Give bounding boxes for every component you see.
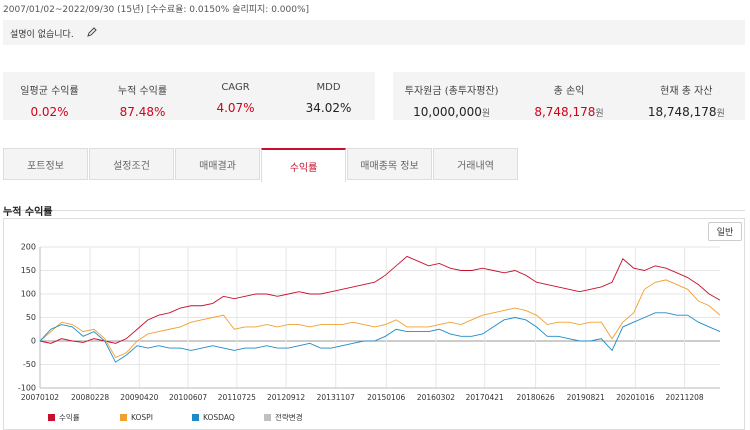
stat-label: 총 손익 bbox=[553, 86, 585, 97]
tab[interactable]: 수익률 bbox=[261, 148, 346, 182]
y-tick-label: -100 bbox=[18, 384, 36, 393]
legend-label: KOSDAQ bbox=[203, 413, 235, 422]
x-tick-label: 20100607 bbox=[169, 393, 207, 402]
tab[interactable]: 포트정보 bbox=[3, 148, 88, 180]
stat-label: 누적 수익률 bbox=[117, 86, 168, 97]
stat: 일평균 수익률 0.02% bbox=[3, 82, 96, 119]
x-tick-label: 20120912 bbox=[267, 393, 305, 402]
y-tick-label: -50 bbox=[23, 360, 36, 369]
x-tick-label: 20201016 bbox=[616, 393, 654, 402]
edit-icon[interactable] bbox=[87, 27, 97, 37]
y-tick-label: 0 bbox=[31, 337, 36, 346]
stat-unit: 원 bbox=[716, 109, 725, 119]
tab[interactable]: 거래내역 bbox=[433, 148, 518, 180]
stat-value-row: 0.02% bbox=[3, 105, 96, 119]
x-tick-label: 20160302 bbox=[417, 393, 455, 402]
stat: CAGR 4.07% bbox=[189, 82, 282, 115]
period: 2007/01/02~2022/09/30 (15년) [수수료율: 0.015… bbox=[3, 5, 310, 15]
stat-value-row: 18,748,178원 bbox=[628, 105, 745, 119]
tab[interactable]: 매매종목 정보 bbox=[347, 148, 432, 180]
y-tick-label: 50 bbox=[26, 313, 36, 322]
legend-swatch bbox=[48, 414, 55, 421]
stat-value-row: 4.07% bbox=[189, 101, 282, 115]
stat-value: 0.02% bbox=[30, 105, 69, 119]
x-tick-label: 20180626 bbox=[517, 393, 555, 402]
description: 설명이 없습니다. bbox=[10, 30, 74, 40]
chart: -100 -50 0 50 100 150 200 20070102 20080228 20090… bbox=[18, 243, 721, 422]
x-tick-label: 20080228 bbox=[71, 393, 109, 402]
stat: 총 손익 8,748,178원 bbox=[510, 82, 627, 119]
tab[interactable]: 설정조건 bbox=[89, 148, 174, 180]
series-line bbox=[39, 255, 721, 344]
tab[interactable]: 매매결과 bbox=[175, 148, 260, 180]
stat: 현재 총 자산 18,748,178원 bbox=[628, 82, 745, 119]
stat-value-row: 87.48% bbox=[96, 105, 189, 119]
y-tick-label: 200 bbox=[21, 243, 36, 252]
x-tick-label: 20070102 bbox=[21, 393, 59, 402]
legend-label: 수익률 bbox=[59, 412, 80, 422]
legend-label: 전략변경 bbox=[275, 412, 303, 422]
y-tick-label: 100 bbox=[21, 290, 36, 299]
legend-swatch bbox=[120, 414, 127, 421]
stat-value-row: 10,000,000원 bbox=[393, 105, 510, 119]
stat-label: 투자원금 (총투자평잔) bbox=[404, 86, 499, 97]
legend-swatch bbox=[192, 414, 199, 421]
x-tick-label: 20190821 bbox=[567, 393, 605, 402]
stat-value: 10,000,000 bbox=[413, 105, 482, 119]
stat-value-row: 8,748,178원 bbox=[510, 105, 627, 119]
series-line bbox=[39, 279, 721, 359]
stat-unit: 원 bbox=[481, 109, 491, 119]
stat: 투자원금 (총투자평잔) 10,000,000원 bbox=[393, 82, 510, 119]
x-tick-label: 20150106 bbox=[367, 393, 405, 402]
stat-value: 34.02% bbox=[305, 101, 352, 115]
stats-right: 투자원금 (총투자평잔) 10,000,000원 총 손익 8,748,178원 현재 … bbox=[393, 72, 745, 120]
stat-value: 8,748,178 bbox=[534, 105, 596, 119]
x-tick-label: 20211208 bbox=[666, 393, 704, 402]
stat: 누적 수익률 87.48% bbox=[96, 82, 189, 119]
stat-value-row: 34.02% bbox=[282, 101, 375, 115]
stat-label: 일평균 수익률 bbox=[20, 86, 79, 97]
stat-label: 현재 총 자산 bbox=[660, 86, 713, 97]
stat-value: 87.48% bbox=[119, 105, 166, 119]
section-title: 누적 수익률 bbox=[3, 207, 53, 218]
stat-label: CAGR bbox=[221, 82, 250, 93]
tab-line bbox=[3, 210, 745, 211]
stat: MDD 34.02% bbox=[282, 82, 375, 115]
legend-label: KOSPI bbox=[131, 413, 153, 422]
stat-unit: 원 bbox=[595, 109, 604, 119]
series-line bbox=[39, 312, 721, 363]
stat-value: 4.07% bbox=[216, 101, 255, 115]
stat-label: MDD bbox=[316, 82, 341, 93]
x-tick-label: 20090420 bbox=[120, 393, 158, 402]
x-tick-label: 20131107 bbox=[317, 393, 355, 402]
stat-value: 18,748,178 bbox=[647, 105, 717, 119]
y-tick-label: 150 bbox=[21, 266, 36, 275]
description-box: 설명이 없습니다. bbox=[3, 20, 745, 45]
legend-swatch bbox=[264, 414, 271, 421]
mode-button[interactable]: 일반 bbox=[708, 222, 742, 241]
stats-left: 일평균 수익률 0.02% 누적 수익률 87.48% CAGR 4.07% MDD 34.0… bbox=[3, 72, 375, 120]
x-tick-label: 20110725 bbox=[218, 393, 256, 402]
x-tick-label: 20170421 bbox=[466, 393, 504, 402]
